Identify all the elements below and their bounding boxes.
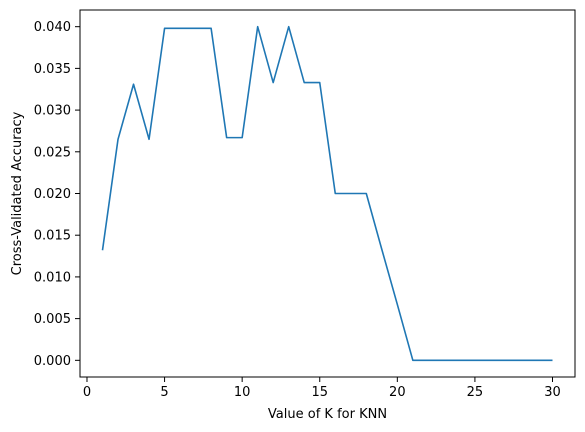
x-tick-label: 20 xyxy=(389,385,406,400)
plot-frame xyxy=(79,9,576,378)
x-tick-label: 0 xyxy=(83,385,91,400)
x-tick-label: 25 xyxy=(467,385,484,400)
x-axis-label: Value of K for KNN xyxy=(268,407,387,422)
y-tick-label: 0.010 xyxy=(34,270,71,285)
x-tick-label: 10 xyxy=(234,385,251,400)
series-layer xyxy=(101,25,553,362)
y-tick-label: 0.020 xyxy=(34,187,71,202)
y-tick-label: 0.000 xyxy=(34,354,71,369)
x-tick-label: 15 xyxy=(311,385,328,400)
y-tick-label: 0.035 xyxy=(34,62,71,77)
x-axis-ticks: 0 5 10 15 20 25 30 xyxy=(83,377,561,400)
y-tick-label: 0.005 xyxy=(34,312,71,327)
y-tick-label: 0.015 xyxy=(34,229,71,244)
x-tick-label: 30 xyxy=(544,385,561,400)
y-tick-label: 0.030 xyxy=(34,104,71,119)
y-axis-ticks: 0.000 0.005 0.010 0.015 0.020 0.025 0.030 0.035… xyxy=(34,20,80,369)
y-tick-label: 0.040 xyxy=(34,20,71,35)
y-axis-label: Cross-Validated Accuracy xyxy=(10,111,25,275)
x-tick-label: 5 xyxy=(160,385,168,400)
series-line xyxy=(101,25,553,362)
y-tick-label: 0.025 xyxy=(34,145,71,160)
